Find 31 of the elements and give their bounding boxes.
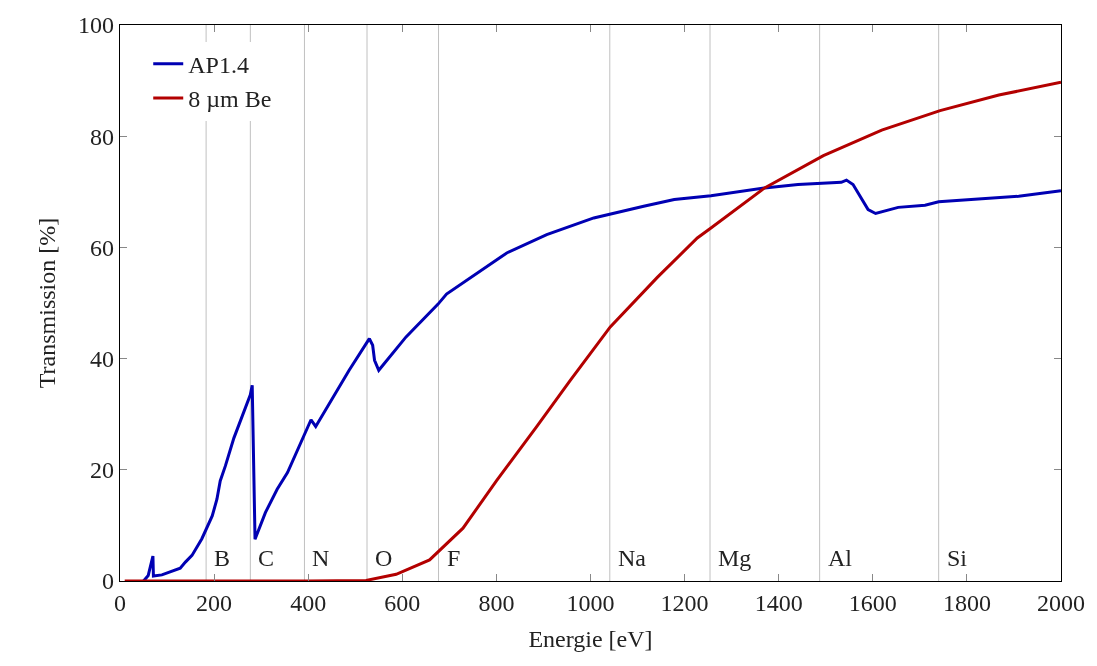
x-tick-label: 200 bbox=[196, 589, 233, 616]
x-tick-label: 600 bbox=[384, 589, 421, 616]
y-axis-title: Transmission [%] bbox=[34, 217, 61, 389]
x-tick-label: 1200 bbox=[660, 589, 709, 616]
ref-line-label: B bbox=[214, 545, 231, 571]
x-tick-label: 1000 bbox=[566, 589, 615, 616]
x-tick-label: 1600 bbox=[848, 589, 897, 616]
ref-line-label: C bbox=[258, 545, 275, 571]
x-tick-label: 2000 bbox=[1037, 589, 1085, 616]
ref-line-label: Mg bbox=[718, 545, 752, 571]
ref-line-label: N bbox=[312, 545, 330, 571]
line-series bbox=[142, 178, 1061, 581]
x-tick-label: 400 bbox=[290, 589, 327, 616]
y-tick-label: 100 bbox=[78, 12, 115, 39]
line-series bbox=[123, 80, 1061, 581]
y-tick-label: 20 bbox=[90, 457, 115, 484]
y-tick-label: 40 bbox=[90, 346, 115, 372]
ref-line-label: Na bbox=[618, 545, 647, 571]
legend-label: 8 µm Be bbox=[188, 86, 272, 113]
ref-line-label: Si bbox=[947, 545, 968, 571]
x-axis-title: Energie [eV] bbox=[528, 626, 653, 653]
ref-line-label: O bbox=[375, 545, 393, 571]
y-tick-label: 0 bbox=[102, 568, 115, 595]
x-tick-label: 800 bbox=[478, 589, 515, 616]
ref-line-label: Al bbox=[828, 545, 853, 571]
y-tick-label: 80 bbox=[90, 123, 115, 150]
x-tick-label: 1800 bbox=[942, 589, 991, 616]
y-tick-label: 60 bbox=[90, 234, 115, 261]
x-tick-label: 1400 bbox=[754, 589, 803, 616]
ref-line-label: F bbox=[447, 545, 461, 571]
legend-label: AP1.4 bbox=[188, 52, 249, 79]
